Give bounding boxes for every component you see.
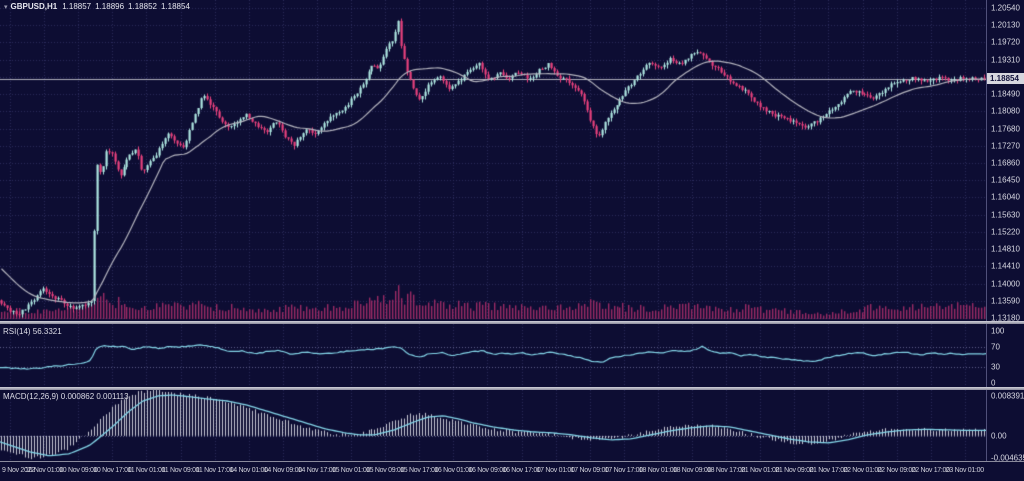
time-axis-label: 22 Nov 09:00 xyxy=(877,467,916,474)
macd-axis-label: 0.00 xyxy=(991,431,1007,441)
price-axis-label: 1.14000 xyxy=(991,279,1020,289)
current-price-tag: 1.18854 xyxy=(987,73,1024,84)
time-axis-label: 22 Nov 17:00 xyxy=(911,467,950,474)
time-axis-label: 21 Nov 17:00 xyxy=(809,467,848,474)
time-axis-label: 17 Nov 01:00 xyxy=(536,467,575,474)
symbol-title: ▾ GBPUSD,H1 1.18857 1.18896 1.18852 1.18854 xyxy=(4,2,194,11)
panel-separator-rsi-macd[interactable] xyxy=(0,387,1024,390)
price-axis-label: 1.15220 xyxy=(991,227,1020,237)
time-axis-label: 18 Nov 01:00 xyxy=(638,467,677,474)
price-axis-label: 1.19720 xyxy=(991,37,1020,47)
time-axis-label: 16 Nov 17:00 xyxy=(502,467,541,474)
macd-label: MACD(12,26,9) 0.000862 0.001113 xyxy=(3,392,129,401)
rsi-axis-label: 100 xyxy=(991,326,1005,336)
chart-plot-canvas[interactable] xyxy=(0,0,986,461)
price-axis-label: 1.15630 xyxy=(991,210,1020,220)
time-axis-label: 15 Nov 17:00 xyxy=(400,467,439,474)
ohlc-low: 1.18852 xyxy=(128,2,157,11)
time-axis-label: 10 Nov 01:00 xyxy=(25,467,64,474)
time-axis-label: 11 Nov 17:00 xyxy=(195,467,234,474)
price-axis-label: 1.18080 xyxy=(991,106,1020,116)
time-axis-label: 15 Nov 09:00 xyxy=(366,467,405,474)
time-axis-label: 10 Nov 09:00 xyxy=(59,467,98,474)
rsi-axis-label: 0 xyxy=(991,378,996,388)
price-axis-label: 1.14410 xyxy=(991,261,1020,271)
price-axis-label: 1.13180 xyxy=(991,313,1020,323)
price-axis-label: 1.20130 xyxy=(991,20,1020,30)
time-axis-label: 14 Nov 01:00 xyxy=(229,467,268,474)
price-axis-label: 1.16040 xyxy=(991,192,1020,202)
time-axis-label: 16 Nov 09:00 xyxy=(468,467,507,474)
rsi-axis-label: 30 xyxy=(991,362,1000,372)
time-axis-label: 15 Nov 01:00 xyxy=(331,467,371,474)
ohlc-high: 1.18896 xyxy=(95,2,125,11)
price-axis-label: 1.17680 xyxy=(991,124,1020,134)
time-axis-label: 10 Nov 17:00 xyxy=(93,467,132,474)
price-axis-label: 1.14810 xyxy=(991,244,1020,254)
time-axis-label: 21 Nov 09:00 xyxy=(775,467,814,474)
price-axis-label: 1.16860 xyxy=(991,158,1020,168)
time-axis-label: 9 Nov 2022 xyxy=(2,467,35,474)
time-axis-label: 22 Nov 01:00 xyxy=(843,467,882,474)
time-axis-label: 14 Nov 09:00 xyxy=(263,467,302,474)
time-axis-label: 14 Nov 17:00 xyxy=(297,467,336,474)
time-axis-label: 21 Nov 01:00 xyxy=(741,467,780,474)
time-axis-label: 16 Nov 01:00 xyxy=(434,467,473,474)
price-axis-label: 1.19310 xyxy=(991,55,1020,65)
price-axis-label: 1.18490 xyxy=(991,89,1020,99)
ohlc-open: 1.18857 xyxy=(62,2,92,11)
panel-separator-main-rsi[interactable] xyxy=(0,321,1024,324)
ohlc-close: 1.18854 xyxy=(160,2,190,11)
price-axis-label: 1.17270 xyxy=(991,141,1020,151)
time-scale[interactable]: 9 Nov 2022 10 Nov 01:00 10 Nov 09:00 10 Nov… xyxy=(0,461,1024,481)
time-axis-label: 18 Nov 17:00 xyxy=(707,467,746,474)
price-axis-label: 1.13590 xyxy=(991,296,1020,306)
price-axis-label: 1.16450 xyxy=(991,175,1020,185)
macd-axis-label: -0.004635 xyxy=(991,453,1024,463)
price-axis-label: 1.20540 xyxy=(991,3,1020,13)
price-scale[interactable]: 1.205401.201301.197201.193101.189001.184… xyxy=(986,0,1024,463)
chart-marker-icon: ▾ xyxy=(4,4,8,11)
time-axis-label: 23 Nov 01:00 xyxy=(945,467,984,474)
time-axis-label: 17 Nov 17:00 xyxy=(604,467,643,474)
symbol-period-label: GBPUSD,H1 xyxy=(10,2,58,11)
time-axis-label: 11 Nov 01:00 xyxy=(127,467,166,474)
time-axis-label: 18 Nov 09:00 xyxy=(672,467,712,474)
macd-axis-label: 0.008391 xyxy=(991,391,1024,401)
rsi-axis-label: 70 xyxy=(991,342,1000,352)
time-axis-label: 17 Nov 09:00 xyxy=(570,467,609,474)
time-axis-label: 11 Nov 09:00 xyxy=(161,467,200,474)
rsi-label: RSI(14) 56.3321 xyxy=(3,327,62,336)
